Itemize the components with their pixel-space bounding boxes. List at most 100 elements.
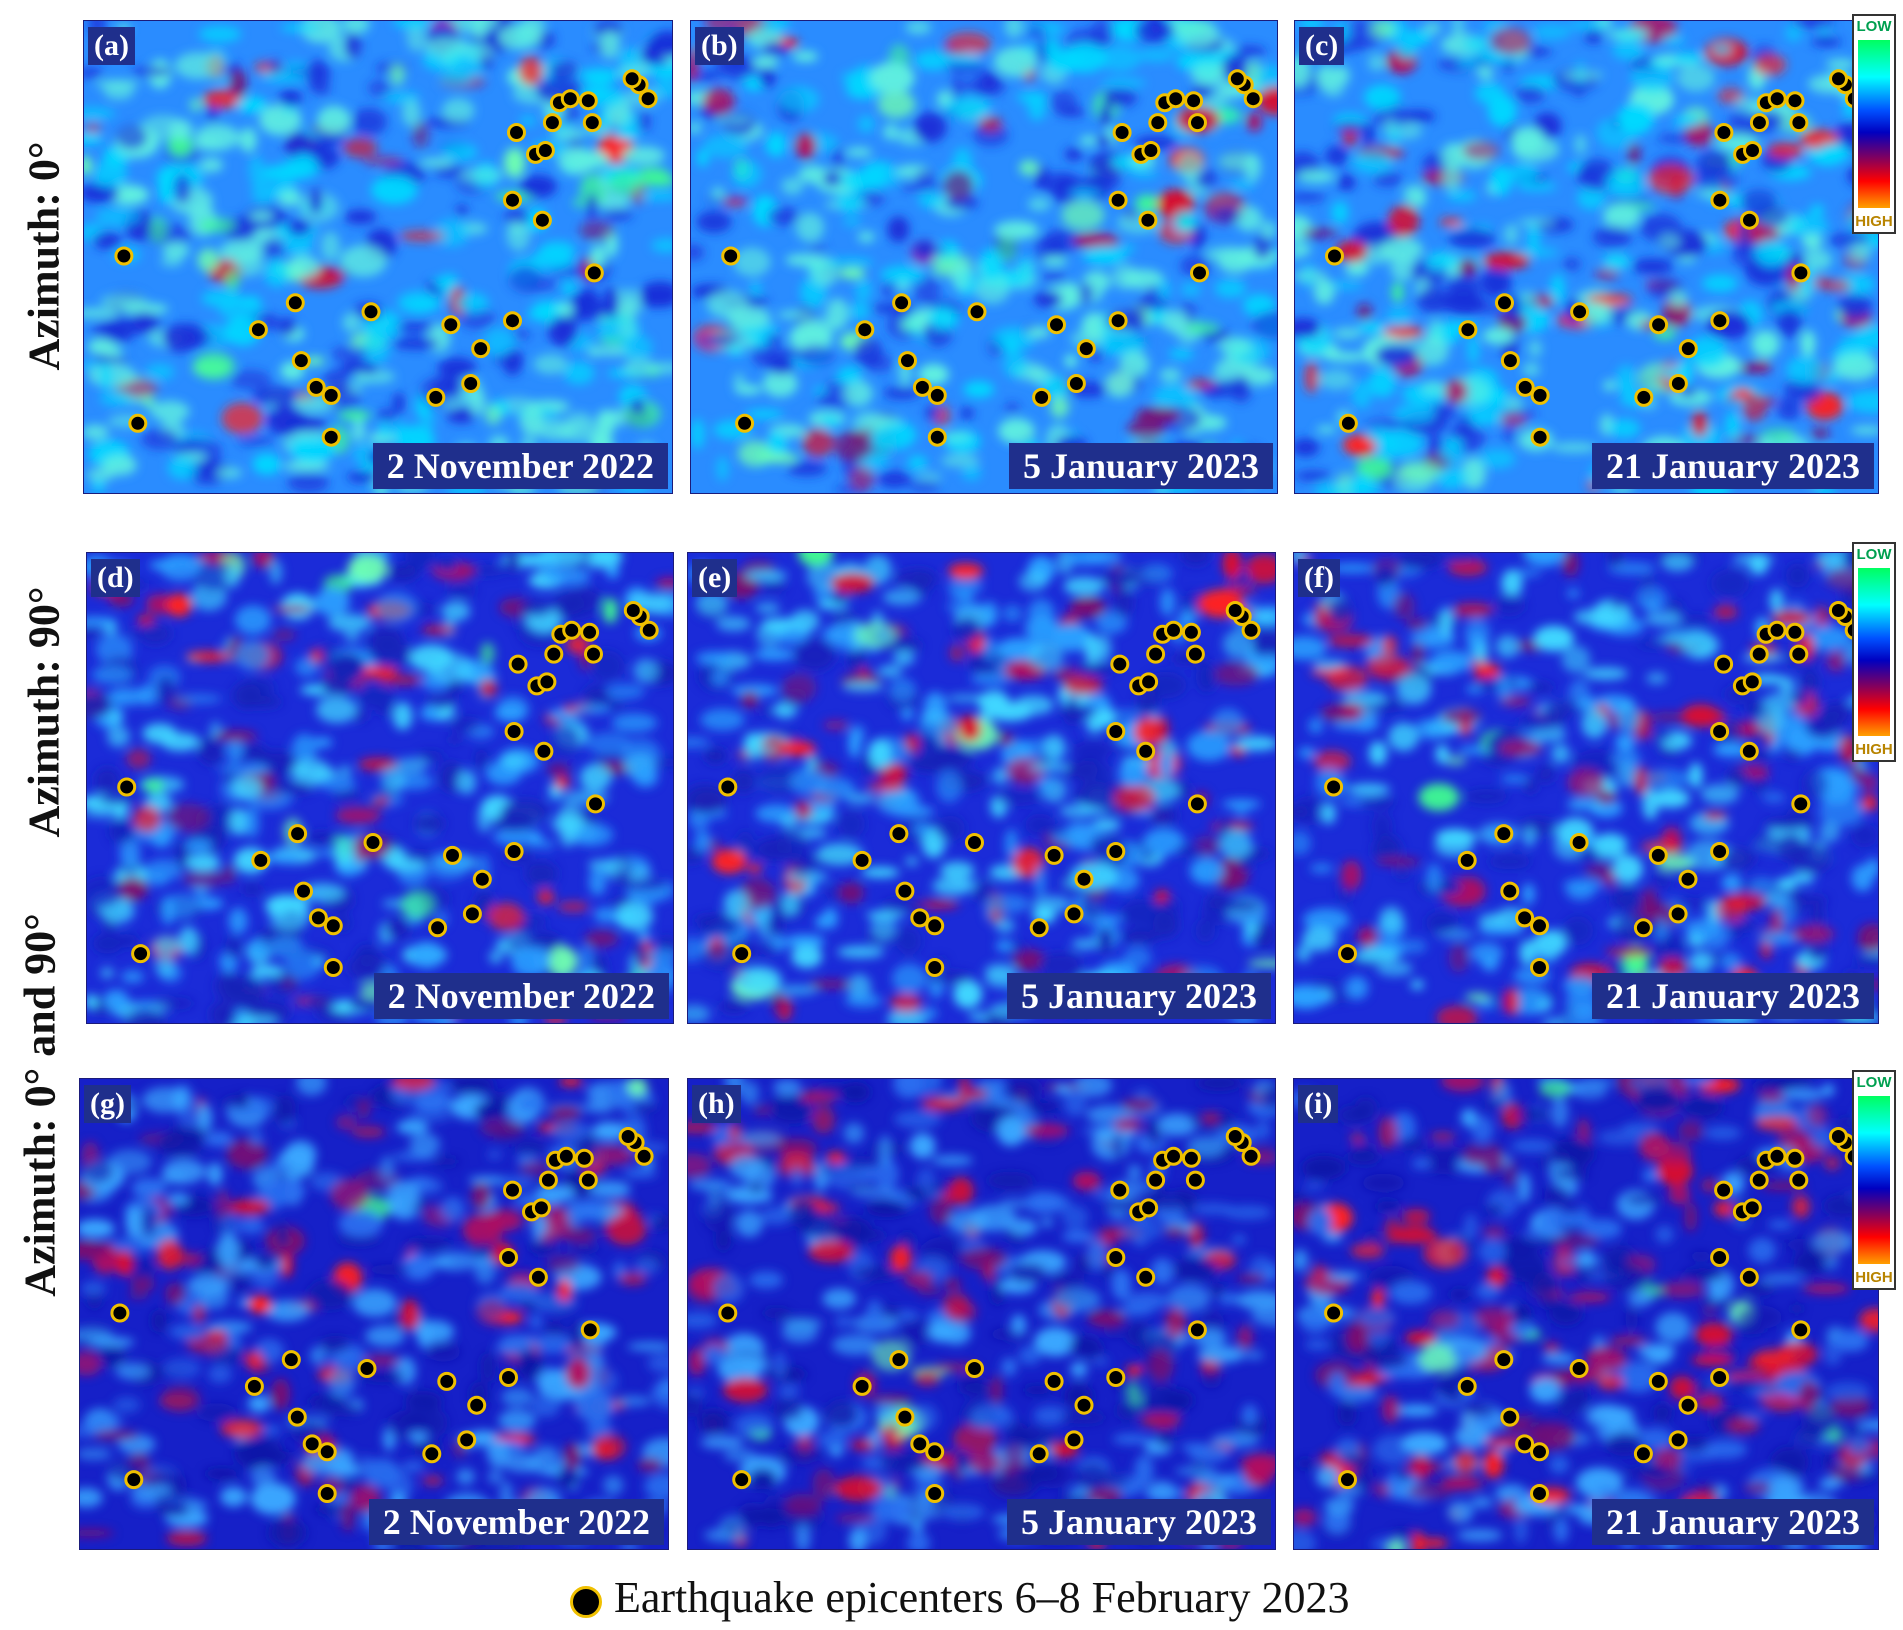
anomaly-blob — [387, 858, 426, 873]
anomaly-blob — [877, 665, 903, 678]
anomaly-blob — [459, 307, 495, 330]
anomaly-blob — [251, 1267, 279, 1290]
anomaly-blob — [500, 1334, 542, 1343]
anomaly-blob — [1090, 837, 1108, 851]
anomaly-blob — [1480, 266, 1512, 299]
anomaly-blob — [719, 999, 749, 1014]
anomaly-blob — [249, 211, 274, 221]
anomaly-blob — [1514, 1514, 1528, 1544]
anomaly-blob — [455, 293, 489, 313]
anomaly-blob — [767, 356, 795, 375]
anomaly-blob — [357, 1098, 371, 1119]
anomaly-blob — [1111, 264, 1140, 290]
anomaly-blob — [695, 651, 733, 665]
anomaly-blob — [1233, 45, 1267, 57]
anomaly-blob — [314, 587, 350, 617]
anomaly-blob — [1308, 717, 1324, 734]
anomaly-blob — [519, 115, 536, 126]
anomaly-blob — [1443, 755, 1467, 766]
anomaly-blob — [1004, 21, 1024, 39]
anomaly-blob — [531, 1395, 561, 1418]
anomaly-blob — [142, 723, 177, 744]
anomaly-blob — [688, 936, 702, 963]
anomaly-blob — [849, 1527, 868, 1549]
anomaly-blob — [1551, 442, 1598, 453]
anomaly-blob — [450, 716, 480, 734]
epicenter-marker — [1710, 1368, 1730, 1387]
anomaly-blob — [799, 1218, 845, 1238]
anomaly-blob — [127, 1290, 149, 1300]
anomaly-blob — [1136, 297, 1170, 311]
anomaly-blob — [1084, 633, 1101, 665]
anomaly-blob — [1012, 741, 1031, 754]
anomaly-blob — [1375, 344, 1417, 367]
anomaly-blob — [740, 1355, 770, 1372]
row-label-azimuth-0: Azimuth: 0° — [19, 141, 69, 371]
anomaly-blob — [1791, 925, 1835, 942]
anomaly-blob — [166, 1530, 208, 1547]
anomaly-blob — [375, 591, 418, 624]
anomaly-blob — [84, 122, 102, 134]
epicenter-marker — [965, 1359, 984, 1378]
anomaly-blob — [417, 1321, 433, 1349]
anomaly-blob — [978, 115, 1003, 133]
anomaly-blob — [80, 1424, 99, 1439]
anomaly-blob — [107, 725, 130, 748]
anomaly-blob — [1382, 1340, 1396, 1352]
epicenter-marker — [718, 777, 738, 797]
epicenter-marker — [1785, 91, 1805, 111]
anomaly-blob — [201, 1285, 230, 1310]
anomaly-blob — [635, 167, 670, 182]
epicenter-marker — [1791, 794, 1811, 814]
anomaly-blob — [1784, 711, 1807, 740]
anomaly-blob — [420, 407, 435, 433]
anomaly-blob — [1717, 87, 1745, 105]
anomaly-blob — [236, 96, 268, 114]
anomaly-blob — [1801, 669, 1820, 695]
anomaly-blob — [947, 577, 984, 596]
anomaly-blob — [1327, 633, 1375, 648]
anomaly-blob — [1062, 43, 1107, 73]
anomaly-blob — [549, 1121, 591, 1142]
anomaly-blob — [1567, 21, 1608, 31]
epicenter-marker — [357, 1359, 377, 1378]
anomaly-blob — [1522, 826, 1536, 847]
anomaly-blob — [1364, 84, 1401, 110]
anomaly-blob — [1464, 992, 1491, 1002]
anomaly-blob — [1328, 597, 1353, 624]
anomaly-blob — [1770, 300, 1809, 316]
anomaly-blob — [943, 170, 974, 200]
anomaly-blob — [439, 71, 473, 87]
anomaly-blob — [716, 456, 729, 482]
anomaly-blob — [228, 907, 248, 935]
anomaly-blob — [556, 303, 575, 316]
anomaly-blob — [274, 781, 314, 796]
anomaly-blob — [843, 380, 873, 407]
anomaly-blob — [1636, 640, 1673, 649]
anomaly-blob — [1684, 918, 1723, 940]
anomaly-blob — [618, 48, 644, 72]
epicenter-marker — [1338, 1470, 1357, 1490]
anomaly-blob — [1333, 65, 1350, 86]
anomaly-blob — [148, 216, 168, 244]
anomaly-blob — [1159, 588, 1176, 617]
anomaly-blob — [732, 160, 762, 189]
anomaly-blob — [843, 1122, 865, 1144]
anomaly-blob — [1801, 233, 1823, 249]
epicenter-marker — [1749, 113, 1769, 133]
anomaly-blob — [1012, 1314, 1026, 1336]
anomaly-blob — [426, 1341, 461, 1362]
anomaly-blob — [1583, 667, 1628, 680]
anomaly-blob — [342, 312, 361, 332]
anomaly-blob — [1013, 948, 1045, 972]
epicenter-marker — [1649, 315, 1669, 335]
scale-high-label: HIGH — [1855, 741, 1893, 758]
anomaly-blob — [371, 796, 390, 807]
anomaly-blob — [98, 795, 137, 805]
anomaly-blob — [1641, 887, 1658, 919]
anomaly-blob — [1119, 350, 1150, 378]
anomaly-blob — [501, 1387, 534, 1407]
anomaly-blob — [1370, 21, 1396, 39]
anomaly-blob — [590, 1368, 619, 1394]
anomaly-blob — [1412, 191, 1427, 209]
